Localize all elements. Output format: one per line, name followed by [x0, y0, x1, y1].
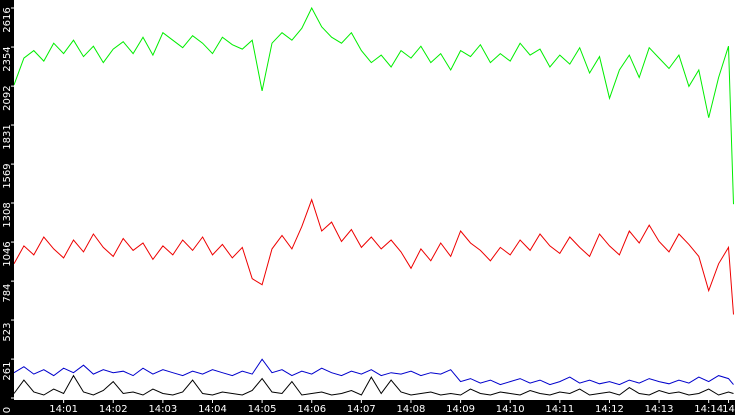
x-tick-label: 14:06 [297, 404, 326, 415]
y-tick-label: 2616 [2, 7, 13, 32]
x-tick-label: 14:08 [397, 404, 426, 415]
y-tick-label: 1308 [2, 202, 13, 227]
series-line [13, 374, 734, 396]
y-tick-label: 784 [2, 284, 13, 303]
x-tick-label: 14:09 [446, 404, 475, 415]
y-axis-strip [0, 0, 14, 415]
x-tick-label: 14:03 [148, 404, 177, 415]
x-tick-label: 14:01 [49, 404, 78, 415]
series-line [13, 198, 734, 315]
y-tick-label: 261 [2, 362, 13, 381]
x-tick-label: 14:10 [496, 404, 525, 415]
y-tick-label: 1831 [2, 124, 13, 149]
x-tick-label: 14:05 [248, 404, 277, 415]
y-tick-label: 1046 [2, 241, 13, 266]
x-tick-label: 14:14 [694, 404, 723, 415]
x-tick-label: 14 [722, 404, 735, 415]
x-axis-strip [0, 400, 735, 415]
x-tick-label: 14:11 [545, 404, 574, 415]
y-tick-label: 2354 [2, 46, 13, 71]
x-tick-label: 14:13 [645, 404, 674, 415]
x-tick-label: 14:04 [198, 404, 227, 415]
y-tick-label: 1569 [2, 163, 13, 188]
x-tick-label: 14:07 [347, 404, 376, 415]
y-tick-label: 0 [2, 407, 13, 413]
series-line [13, 358, 734, 386]
y-tick-label: 2092 [2, 85, 13, 110]
series-line [13, 6, 734, 205]
y-tick-label: 523 [2, 322, 13, 341]
x-tick-label: 14:12 [595, 404, 624, 415]
x-tick-label: 14:02 [99, 404, 128, 415]
